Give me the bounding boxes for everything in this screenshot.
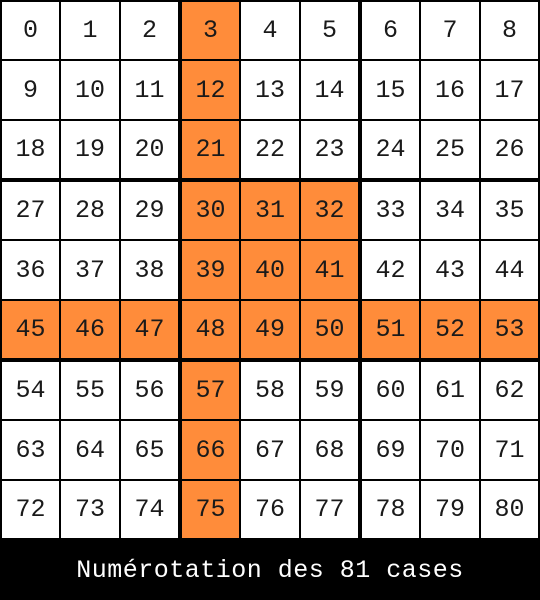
grid-cell: 76 [241, 481, 299, 538]
grid-cell: 24 [362, 121, 419, 178]
grid-cell: 10 [61, 61, 119, 119]
grid-cell: 71 [481, 421, 538, 479]
grid-cell: 60 [362, 362, 419, 419]
grid-cell: 40 [241, 241, 299, 299]
grid-cell: 80 [481, 481, 538, 538]
grid-cell: 13 [241, 61, 299, 119]
grid-cell: 41 [301, 241, 358, 299]
grid-cell: 51 [362, 301, 419, 358]
grid-cell: 69 [362, 421, 419, 479]
grid-cell: 42 [362, 241, 419, 299]
grid-cell: 14 [301, 61, 358, 119]
grid-cell: 12 [182, 61, 239, 119]
grid-cell: 52 [421, 301, 479, 358]
grid-cell: 6 [362, 2, 419, 59]
grid-cell: 43 [421, 241, 479, 299]
grid-cell: 4 [241, 2, 299, 59]
grid-cell: 1 [61, 2, 119, 59]
grid-cell: 64 [61, 421, 119, 479]
grid-cell: 65 [121, 421, 178, 479]
grid-cell: 22 [241, 121, 299, 178]
grid-cell: 45 [2, 301, 59, 358]
grid-cell: 35 [481, 182, 538, 239]
grid-cell: 59 [301, 362, 358, 419]
grid-cell: 21 [182, 121, 239, 178]
grid-cell: 61 [421, 362, 479, 419]
grid-cell: 62 [481, 362, 538, 419]
grid-cell: 73 [61, 481, 119, 538]
grid-cell: 77 [301, 481, 358, 538]
grid-cell: 68 [301, 421, 358, 479]
grid-cell: 58 [241, 362, 299, 419]
grid-cell: 36 [2, 241, 59, 299]
grid-cell: 79 [421, 481, 479, 538]
grid-cell: 30 [182, 182, 239, 239]
grid-cell: 44 [481, 241, 538, 299]
grid-cell: 32 [301, 182, 358, 239]
grid-cell: 66 [182, 421, 239, 479]
grid-cell: 33 [362, 182, 419, 239]
grid-cell: 55 [61, 362, 119, 419]
grid-caption: Numérotation des 81 cases [76, 555, 464, 585]
grid-cell: 9 [2, 61, 59, 119]
grid-cell: 72 [2, 481, 59, 538]
grid-cell: 74 [121, 481, 178, 538]
grid-cell: 7 [421, 2, 479, 59]
grid-cell: 15 [362, 61, 419, 119]
grid-cell: 28 [61, 182, 119, 239]
grid-cell: 25 [421, 121, 479, 178]
grid-cell: 75 [182, 481, 239, 538]
grid-cell: 67 [241, 421, 299, 479]
grid-cell: 63 [2, 421, 59, 479]
grid-cell: 38 [121, 241, 178, 299]
grid-cell: 26 [481, 121, 538, 178]
grid-cell: 57 [182, 362, 239, 419]
grid-cell: 16 [421, 61, 479, 119]
grid-cell: 3 [182, 2, 239, 59]
grid-cell: 29 [121, 182, 178, 239]
grid-cell: 48 [182, 301, 239, 358]
grid-cell: 8 [481, 2, 538, 59]
grid-cell: 70 [421, 421, 479, 479]
grid-cell: 2 [121, 2, 178, 59]
grid-cell: 53 [481, 301, 538, 358]
grid-cell: 11 [121, 61, 178, 119]
grid-cell: 20 [121, 121, 178, 178]
grid-cell: 54 [2, 362, 59, 419]
grid-cell: 37 [61, 241, 119, 299]
grid-cell: 31 [241, 182, 299, 239]
grid-cell: 78 [362, 481, 419, 538]
grid-cell: 46 [61, 301, 119, 358]
sudoku-grid: 0 1 2 3 4 5 6 7 8 9 10 11 12 13 14 15 16 17 18 19 20 21 22 23 24… [0, 0, 540, 540]
grid-cell: 49 [241, 301, 299, 358]
grid-cell: 23 [301, 121, 358, 178]
grid-cell: 39 [182, 241, 239, 299]
grid-cell: 34 [421, 182, 479, 239]
grid-cell: 19 [61, 121, 119, 178]
grid-cell: 0 [2, 2, 59, 59]
grid-cell: 18 [2, 121, 59, 178]
grid-cell: 56 [121, 362, 178, 419]
grid-cell: 50 [301, 301, 358, 358]
grid-cell: 27 [2, 182, 59, 239]
grid-cell: 5 [301, 2, 358, 59]
grid-cell: 47 [121, 301, 178, 358]
grid-cell: 17 [481, 61, 538, 119]
